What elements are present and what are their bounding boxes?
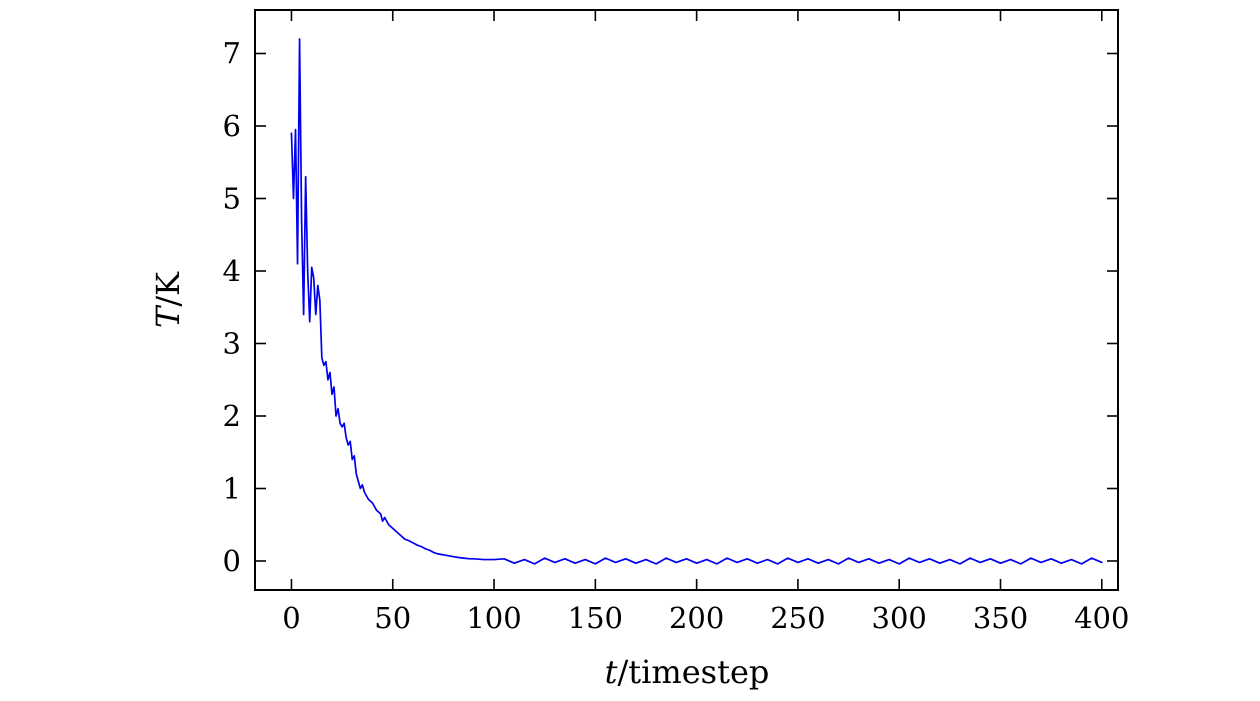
x-tick-label: 200	[669, 601, 724, 635]
plot-frame	[254, 9, 1119, 591]
y-tick-label: 7	[223, 37, 241, 71]
temperature-series-line	[290, 38, 1103, 565]
x-axis-label: t/timestep	[605, 653, 770, 691]
axis-label-variable: T	[149, 306, 187, 329]
y-tick-label: 1	[223, 472, 241, 506]
x-tick-label: 250	[770, 601, 825, 635]
x-tick-label: 0	[282, 601, 300, 635]
x-tick-label: 350	[973, 601, 1028, 635]
x-tick-label: 150	[568, 601, 623, 635]
y-tick-label: 3	[223, 327, 241, 361]
y-axis-label: T/K	[149, 272, 187, 328]
axis-label-unit: /K	[149, 271, 187, 307]
x-tick-label: 50	[374, 601, 411, 635]
y-tick-label: 5	[223, 182, 241, 216]
x-tick-label: 400	[1074, 601, 1129, 635]
axis-label-unit: /timestep	[617, 653, 770, 691]
y-tick-label: 4	[223, 254, 241, 288]
y-tick-label: 6	[223, 109, 241, 143]
y-tick-label: 2	[223, 399, 241, 433]
x-tick-label: 300	[872, 601, 927, 635]
y-tick-label: 0	[223, 544, 241, 578]
axis-label-variable: t	[604, 653, 618, 691]
x-tick-label: 100	[466, 601, 521, 635]
